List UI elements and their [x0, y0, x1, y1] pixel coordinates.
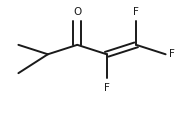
- Text: O: O: [73, 6, 81, 17]
- Text: F: F: [133, 6, 139, 17]
- Text: F: F: [169, 49, 175, 59]
- Text: F: F: [104, 83, 110, 93]
